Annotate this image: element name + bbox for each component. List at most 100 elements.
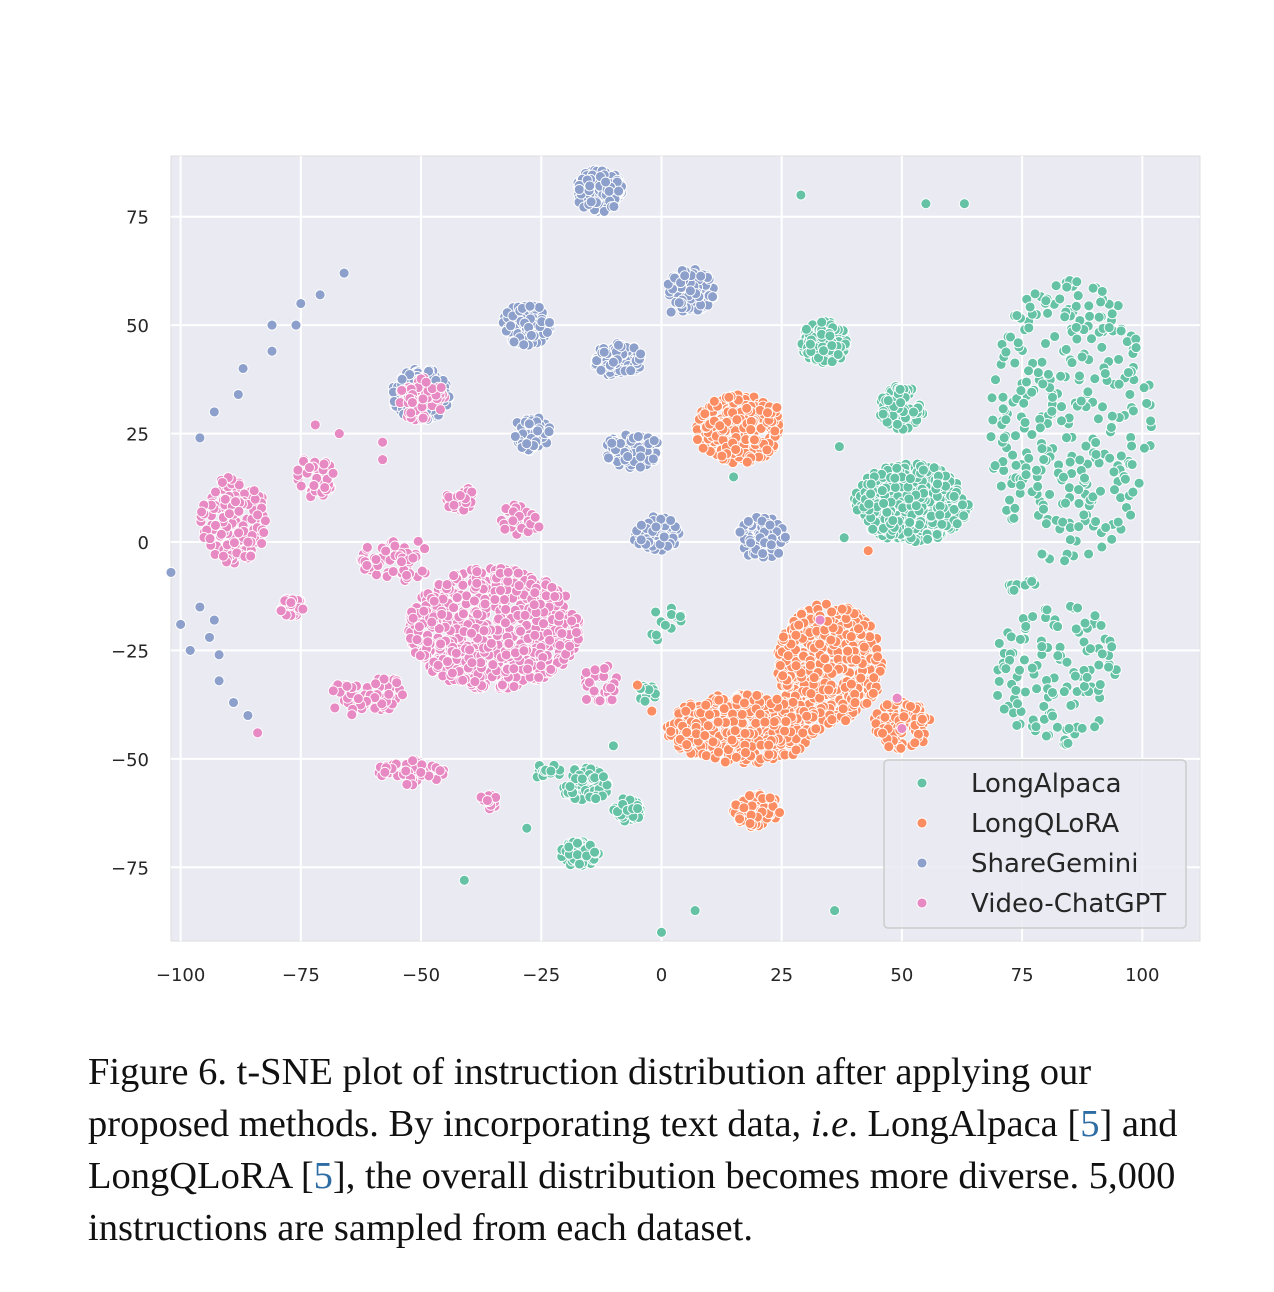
sharegemini-point [573,184,585,195]
longalpaca-point [1096,341,1108,353]
video-chatgpt-point [304,462,315,474]
longalpaca-point [1008,512,1020,524]
sharegemini-point [523,418,535,430]
longalpaca-point [1103,661,1115,673]
video-chatgpt-point [248,485,260,497]
longalpaca-point [590,793,602,805]
longalpaca-point [1026,429,1038,440]
video-chatgpt-point [327,467,339,479]
sharegemini-point [175,618,187,630]
longqlora-point [898,711,910,723]
video-chatgpt-point [446,667,458,679]
longalpaca-point [1090,437,1102,448]
video-chatgpt-point [533,672,545,683]
longalpaca-point [1108,466,1120,478]
longalpaca-point [1009,502,1021,514]
longalpaca-point [1061,432,1072,444]
longalpaca-point [1014,664,1025,676]
sharegemini-point [184,644,196,656]
longalpaca-point [1066,357,1078,369]
sharegemini-point [607,356,619,368]
longalpaca-point [1122,367,1134,378]
sharegemini-point [707,291,719,303]
longqlora-point [712,716,724,728]
scatter-points [165,164,1157,938]
sharegemini-point [600,176,612,188]
longalpaca-point [1052,650,1064,662]
video-chatgpt-point [478,625,490,637]
video-chatgpt-point [513,580,525,592]
video-chatgpt-point [223,508,235,520]
sharegemini-point [242,710,254,721]
longalpaca-point [1126,459,1138,470]
video-chatgpt-point [479,598,491,610]
sharegemini-point [598,346,610,358]
longalpaca-point [1010,459,1022,471]
longalpaca-point [1040,338,1051,349]
longalpaca-point [572,837,583,849]
x-tick-label: 50 [890,965,913,986]
longalpaca-point [1023,365,1034,377]
longqlora-point [681,739,693,751]
longalpaca-point [1119,473,1131,485]
longalpaca-point [1127,405,1139,417]
longqlora-point [741,456,753,468]
y-tick-label: 50 [126,316,149,337]
tsne-chart: −100 −75 −50 −25 0 25 50 75 100 75 50 25 0 −25 −50 −75 L… [111,155,1201,986]
video-chatgpt-point [502,575,514,587]
longalpaca-point [1109,484,1120,496]
video-chatgpt-point [553,610,565,622]
video-chatgpt-point [380,545,392,557]
longqlora-point [740,747,751,759]
longalpaca-point [990,374,1001,386]
longqlora-point [790,744,802,756]
video-chatgpt-point [426,616,438,628]
sharegemini-point [194,432,206,444]
longalpaca-point [997,403,1009,415]
sharegemini-point [734,526,746,538]
longalpaca-point [1130,342,1142,354]
longalpaca-point [1005,331,1016,343]
longalpaca-point [922,533,934,545]
longalpaca-point [957,499,968,511]
longalpaca-point [1032,481,1044,492]
video-chatgpt-point [498,594,510,606]
longalpaca-point [1075,395,1087,407]
longalpaca-point [1089,610,1101,622]
longqlora-point [790,629,802,641]
video-chatgpt-point [528,599,540,611]
video-chatgpt-point [503,637,515,649]
longalpaca-point [987,414,999,426]
longqlora-point [825,634,837,646]
longalpaca-point [1040,295,1052,307]
longalpaca-point [882,395,894,407]
longalpaca-point [1009,357,1021,369]
video-chatgpt-point [418,605,430,617]
longqlora-point [883,741,895,753]
longalpaca-point [1008,584,1020,596]
longalpaca-point [1092,413,1104,425]
video-chatgpt-point [417,393,429,405]
video-chatgpt-point [549,591,561,602]
longalpaca-point [572,849,583,861]
longalpaca-point [958,198,970,210]
x-tick-label: 100 [1125,965,1159,986]
longalpaca-point [1074,370,1085,382]
longalpaca-point [1113,378,1125,390]
longqlora-point [858,641,870,653]
longalpaca-point [948,490,960,502]
longalpaca-point [1095,619,1107,631]
longalpaca-point [800,323,812,335]
sharegemini-point [603,452,614,464]
video-chatgpt-point [466,657,478,669]
video-chatgpt-point [297,603,309,615]
longalpaca-point [1089,721,1101,733]
longqlora-point [777,631,789,643]
video-chatgpt-point [544,634,556,646]
sharegemini-point [648,435,660,447]
video-chatgpt-point [512,567,524,579]
sharegemini-point [665,514,677,526]
longqlora-point [872,651,884,663]
longalpaca-point [1106,410,1118,422]
longqlora-point [771,693,783,705]
